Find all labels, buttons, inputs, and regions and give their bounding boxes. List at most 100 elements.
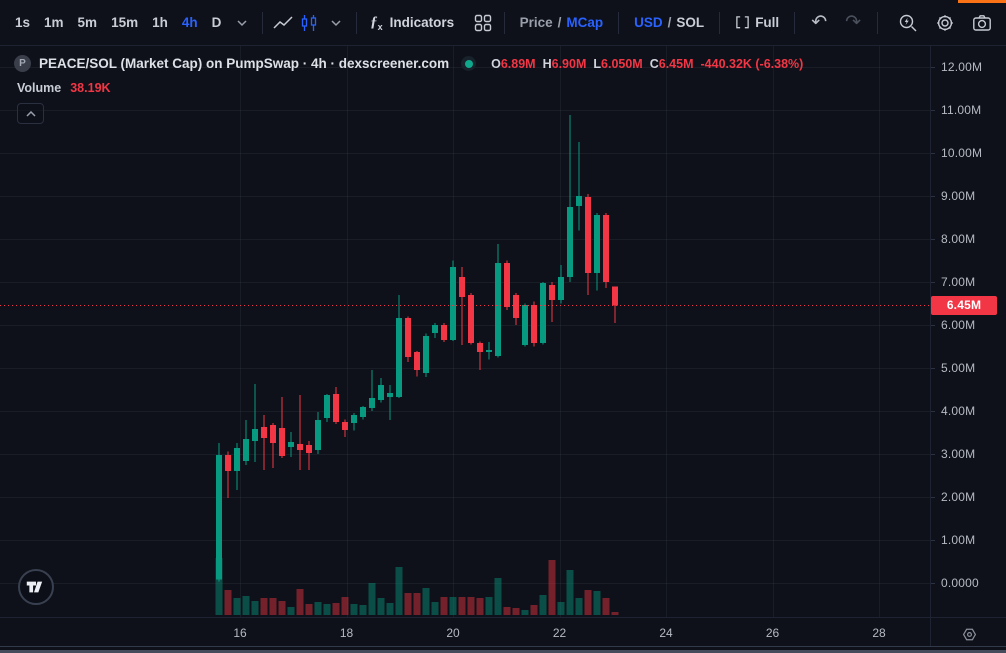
price-axis-label: 0.0000: [941, 576, 979, 590]
candle-body: [450, 266, 456, 341]
toolbar-divider: [618, 11, 620, 34]
usd-sol-toggle[interactable]: USD / SOL: [626, 15, 712, 30]
candle-body: [261, 426, 267, 439]
undo-button[interactable]: ↶: [802, 11, 836, 34]
bottom-strip: [0, 650, 1006, 653]
volume-bar: [215, 557, 223, 615]
toolbar-divider: [356, 11, 358, 34]
close-value: 6.45M: [658, 56, 694, 71]
candle-wick: [227, 451, 229, 498]
price-mcap-toggle[interactable]: Price / MCap: [512, 15, 612, 30]
sol-option[interactable]: SOL: [676, 15, 705, 30]
quick-search-icon[interactable]: [894, 9, 922, 37]
timeframe-1h[interactable]: 1h: [145, 10, 175, 35]
candle-wick: [569, 115, 571, 282]
price-axis-label: 8.00M: [941, 232, 976, 246]
notification-strip: [958, 0, 1006, 3]
volume-bar: [242, 596, 250, 615]
candle-body: [396, 318, 402, 397]
last-price-tag: 6.45M: [931, 295, 997, 315]
volume-bar: [287, 606, 295, 615]
chart-type-menu-chevron-down-icon[interactable]: [323, 9, 349, 37]
volume-bar: [260, 597, 268, 615]
candle-body: [522, 304, 528, 346]
chart-legend: P PEACE/SOL (Market Cap) on PumpSwap · 4…: [14, 55, 803, 72]
usd-option[interactable]: USD: [634, 15, 663, 30]
candle-body: [369, 398, 375, 408]
bottom-divider: [0, 646, 1006, 647]
price-axis-label: 4.00M: [941, 404, 976, 418]
timeframe-4h[interactable]: 4h: [175, 10, 205, 35]
candle-body: [378, 385, 384, 400]
timeframe-D[interactable]: D: [205, 10, 229, 35]
candle-body: [585, 196, 591, 273]
volume-bar: [377, 597, 385, 615]
indicators-button[interactable]: ƒx Indicators: [364, 14, 460, 32]
candle-body: [225, 454, 231, 471]
line-chart-type-icon[interactable]: [270, 9, 296, 37]
volume-bar: [395, 566, 403, 615]
chart-plot-area[interactable]: [0, 46, 930, 617]
toggle-slash: /: [557, 15, 562, 30]
high-label: H: [542, 56, 552, 71]
high-value: 6.90M: [551, 56, 587, 71]
price-axis-label: 1.00M: [941, 533, 976, 547]
candle-body: [315, 420, 321, 451]
volume-bar: [530, 605, 538, 615]
price-axis[interactable]: 6.45M 12.00M 11.00M 10.00M 9.00M 8.00M 7.00M 6…: [931, 46, 1006, 617]
price-option[interactable]: Price: [519, 15, 553, 30]
candle-body: [306, 444, 312, 454]
volume-bar: [512, 607, 520, 615]
fullscreen-button[interactable]: Full: [727, 15, 787, 30]
price-axis-tick: [931, 196, 935, 197]
candle-body: [360, 407, 366, 418]
ohlc-readout: O 6.89M H 6.90M L 6.050M C 6.45M -440.32K (-…: [484, 57, 803, 71]
symbol-title: PEACE/SOL (Market Cap) on PumpSwap · 4h …: [39, 56, 450, 71]
timeframe-menu-chevron-down-icon[interactable]: [228, 9, 254, 37]
settings-gear-icon[interactable]: [931, 9, 959, 37]
timeframe-1s[interactable]: 1s: [8, 10, 37, 35]
price-axis-tick: [931, 239, 935, 240]
timeframe-15m[interactable]: 15m: [104, 10, 145, 35]
price-axis-label: 5.00M: [941, 361, 976, 375]
timeframe-5m[interactable]: 5m: [71, 10, 105, 35]
volume-bar: [611, 612, 619, 615]
candle-body: [234, 447, 240, 471]
open-value: 6.89M: [500, 56, 536, 71]
time-axis-label: 24: [659, 626, 673, 640]
candle-body: [567, 207, 573, 277]
tradingview-logo[interactable]: [18, 569, 54, 605]
price-axis-tick: [931, 282, 935, 283]
candle-wick: [578, 141, 580, 231]
candle-body: [297, 444, 303, 451]
time-axis[interactable]: 16 18 20 22 24 26 28: [0, 617, 1006, 648]
legend-collapse-button[interactable]: [17, 103, 44, 124]
open-label: O: [491, 56, 501, 71]
volume-bar: [269, 597, 277, 615]
camera-snapshot-icon[interactable]: [968, 9, 996, 37]
volume-bar: [458, 596, 466, 615]
volume-bar: [440, 596, 448, 615]
price-axis-tick: [931, 153, 935, 154]
price-axis-label: 7.00M: [941, 275, 976, 289]
timeframe-group: 1s 1m 5m 15m 1h 4h D: [8, 10, 228, 35]
volume-bar: [575, 597, 583, 615]
candle-body: [405, 318, 411, 357]
timeframe-1m[interactable]: 1m: [37, 10, 71, 35]
price-axis-tick: [931, 110, 935, 111]
candle-wick: [479, 341, 481, 371]
mcap-option[interactable]: MCap: [566, 15, 604, 30]
toolbar-right-cluster: [870, 9, 996, 37]
volume-bar: [305, 603, 313, 615]
volume-bar: [332, 603, 340, 615]
change-value: -440.32K (-6.38%): [700, 56, 804, 71]
redo-button[interactable]: ↷: [836, 11, 870, 34]
candle-body: [495, 263, 501, 356]
timezone-settings-icon[interactable]: [956, 622, 982, 646]
layout-grid-icon[interactable]: [470, 9, 496, 37]
low-value: 6.050M: [601, 56, 643, 71]
candlestick-chart-type-icon[interactable]: [296, 9, 322, 37]
price-axis-label: 11.00M: [941, 103, 982, 117]
price-axis-label: 12.00M: [941, 60, 983, 74]
chevron-up-icon: [25, 110, 36, 117]
